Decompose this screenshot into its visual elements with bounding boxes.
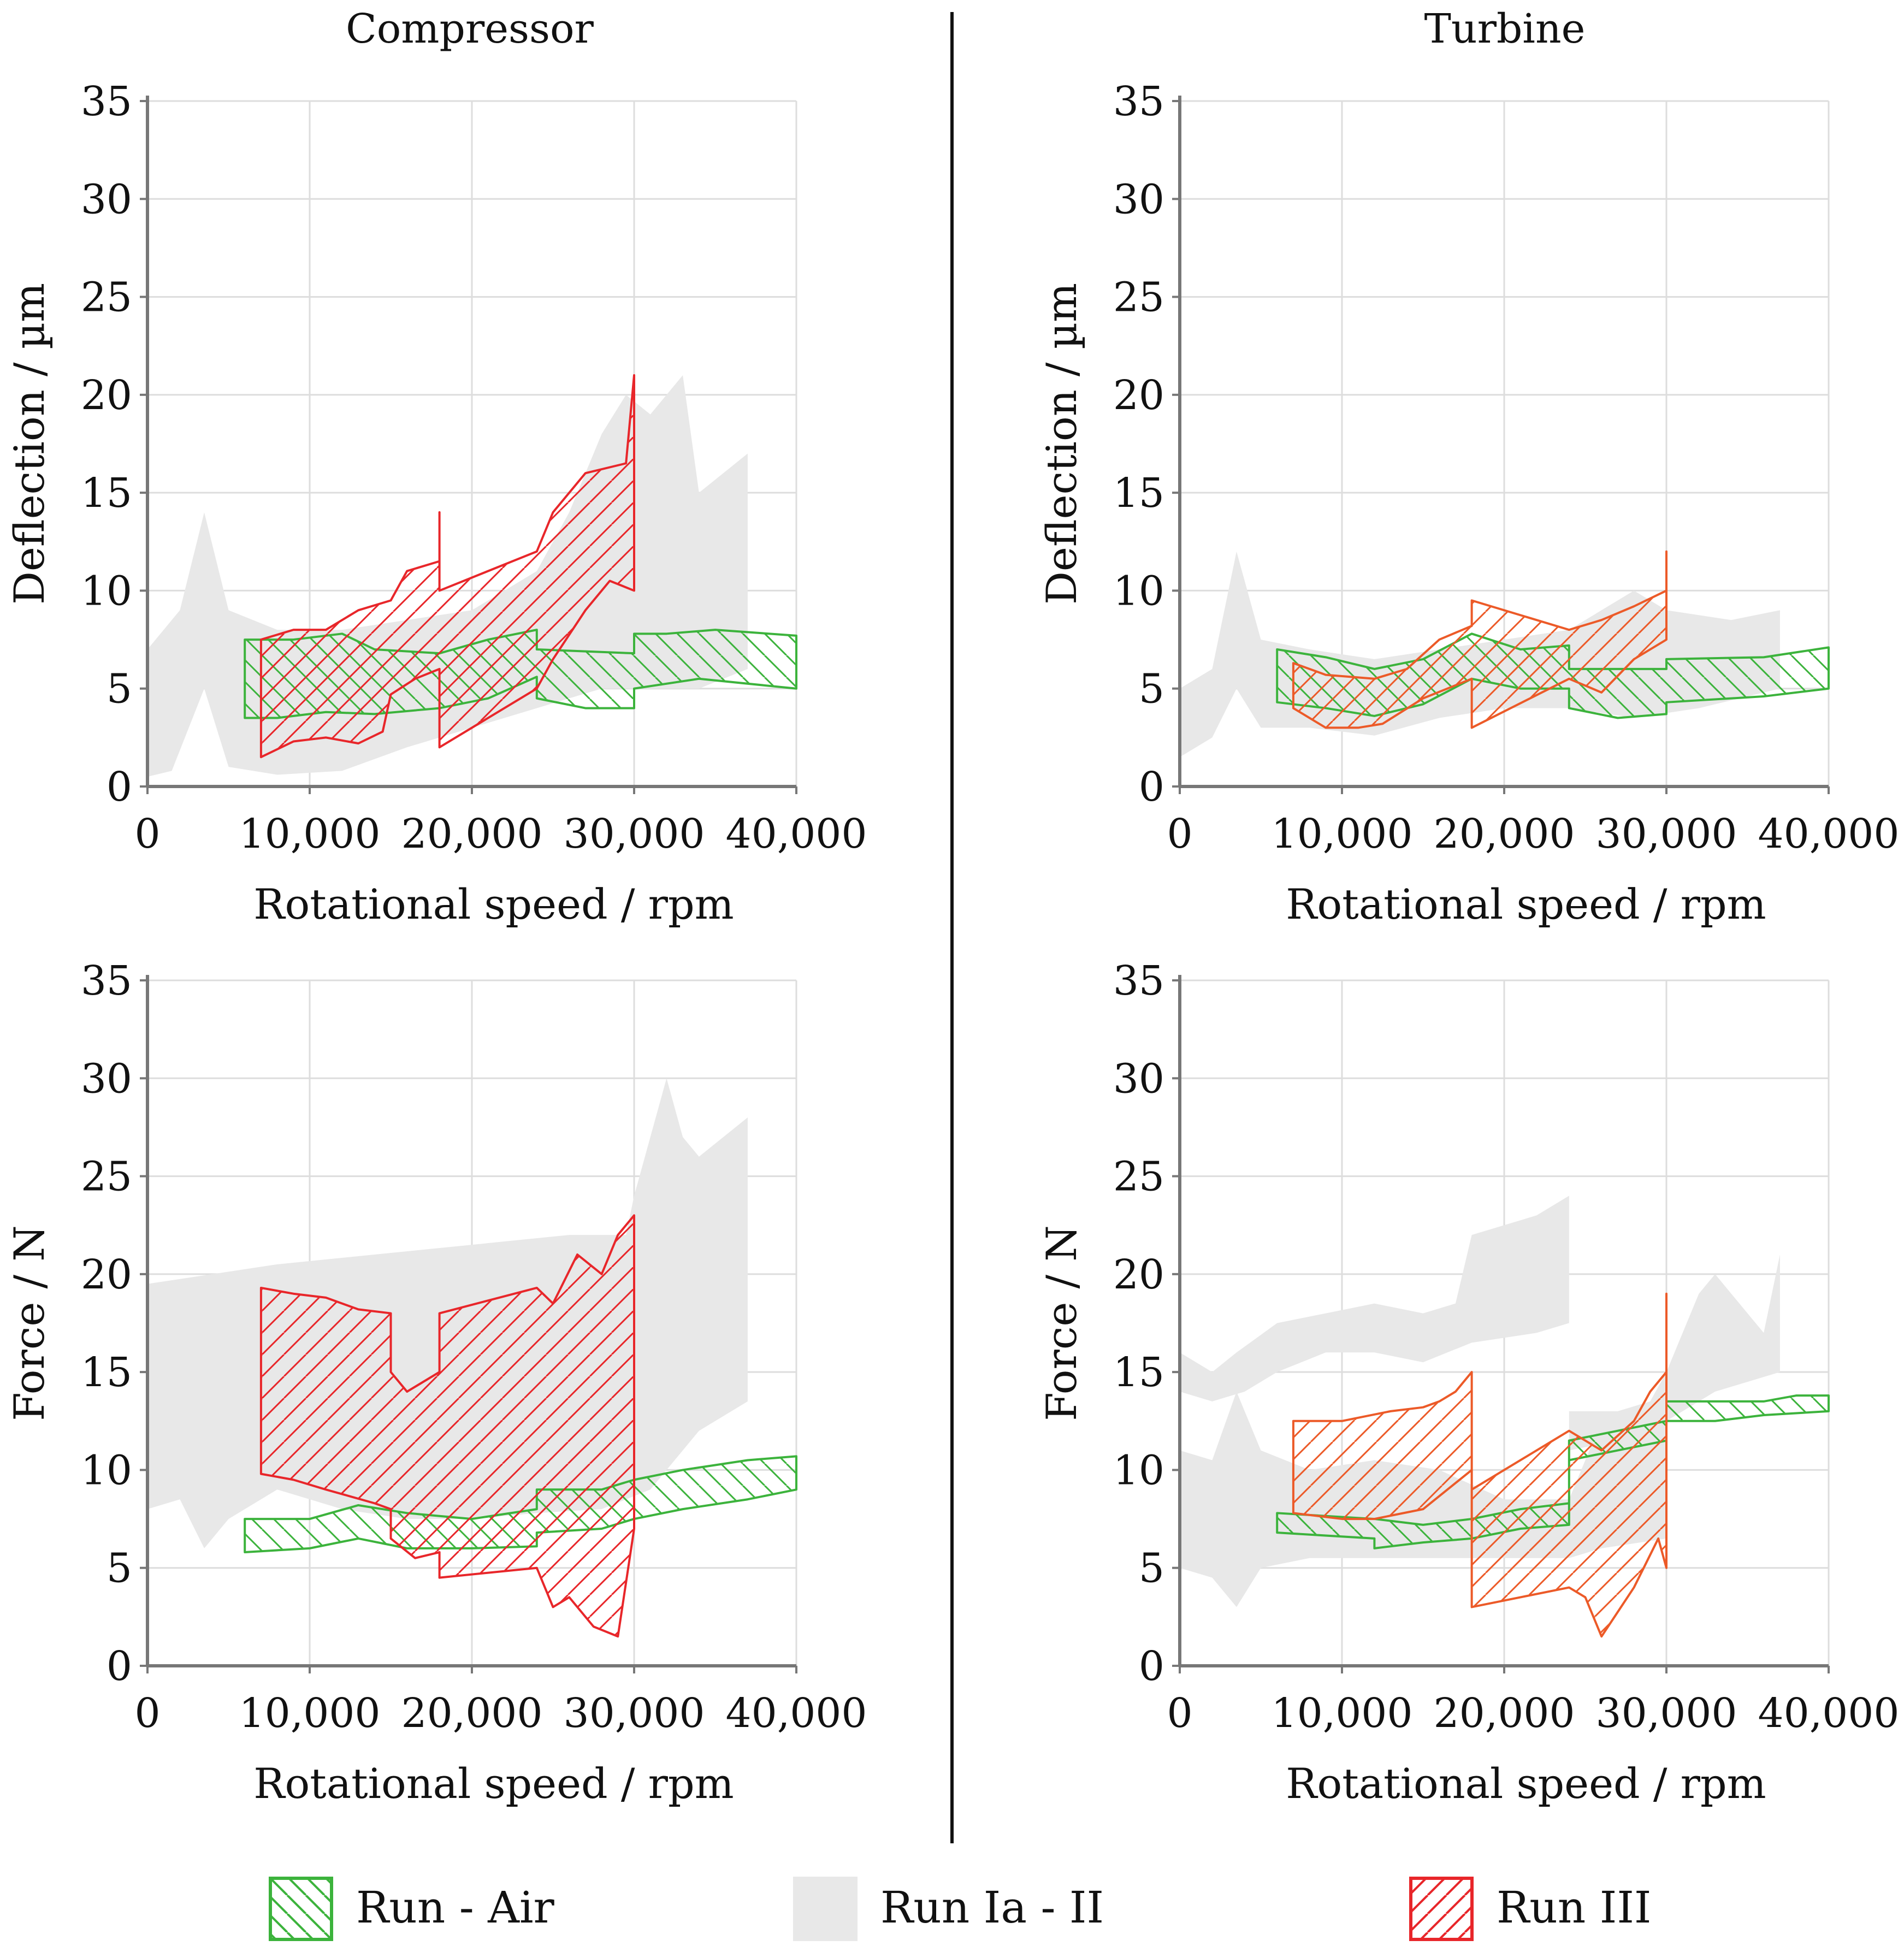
y-tick-label: 15 [81, 1349, 132, 1396]
y-tick-label: 30 [1113, 176, 1164, 223]
legend-item-air: Run - Air [269, 1877, 596, 1942]
x-axis-label: Rotational speed / rpm [253, 880, 734, 928]
x-tick-label: 20,000 [1434, 811, 1575, 857]
y-tick-label: 5 [107, 666, 132, 713]
y-tick-label: 35 [81, 78, 132, 125]
y-tick-label: 20 [81, 372, 132, 419]
x-tick-label: 10,000 [239, 811, 381, 857]
x-tick-label: 0 [134, 1690, 160, 1737]
legend-label-gray: Run Ia - II [880, 1882, 1104, 1933]
x-tick-label: 0 [1167, 811, 1192, 857]
y-tick-label: 10 [1113, 1447, 1164, 1494]
chart-turbine-force: 0 5 10 15 20 25 30 35 0 10,000 20,000 30,000 40,000 R… [1037, 957, 1899, 1808]
y-tick-label: 5 [1139, 1545, 1164, 1592]
y-tick-label: 10 [81, 567, 132, 614]
y-tick-label: 35 [1113, 957, 1164, 1004]
y-tick-label: 30 [81, 1055, 132, 1102]
x-tick-label: 30,000 [1596, 1690, 1737, 1737]
x-tick-label: 40,000 [726, 1690, 867, 1737]
x-tick-label: 40,000 [1758, 1690, 1900, 1737]
chart-compressor-deflection: 0 5 10 15 20 25 30 35 0 10,000 20,000 30,000 40,000 R… [5, 78, 867, 928]
y-tick-label: 30 [1113, 1055, 1164, 1102]
x-tick-label: 0 [1167, 1690, 1192, 1737]
y-tick-label: 15 [81, 470, 132, 517]
series-run-ia-ii [1180, 1117, 1780, 1451]
y-tick-label: 35 [81, 957, 132, 1004]
legend-label-air: Run - Air [356, 1882, 554, 1933]
series-run-iii [259, 1214, 635, 1638]
chart-turbine-deflection: 0 5 10 15 20 25 30 35 0 10,000 20,000 30,000 40,000 R… [1037, 78, 1899, 928]
legend-label-run3: Run III [1497, 1882, 1652, 1933]
x-tick-label: 30,000 [564, 811, 705, 857]
y-axis-label: Deflection / µm [1037, 283, 1086, 605]
x-tick-label: 40,000 [726, 811, 867, 857]
y-tick-label: 25 [81, 274, 132, 321]
x-tick-label: 20,000 [401, 811, 543, 857]
column-title-compressor: Compressor [346, 5, 594, 52]
x-tick-label: 30,000 [564, 1690, 705, 1737]
air-swatch-icon [269, 1877, 333, 1941]
legend-item-gray: Run Ia - II [793, 1877, 1175, 1942]
y-tick-label: 10 [81, 1447, 132, 1494]
column-title-turbine: Turbine [1424, 5, 1586, 52]
series-run-iii [1292, 1292, 1668, 1638]
y-tick-label: 20 [1113, 1251, 1164, 1298]
series-run-iii [1292, 550, 1668, 729]
x-tick-label: 20,000 [401, 1690, 543, 1737]
y-axis-label: Deflection / µm [5, 283, 54, 605]
y-tick-label: 25 [1113, 274, 1164, 321]
x-tick-label: 10,000 [1272, 1690, 1413, 1737]
y-tick-label: 25 [81, 1154, 132, 1200]
y-tick-label: 15 [1113, 1349, 1164, 1396]
x-tick-label: 0 [134, 811, 160, 857]
legend-item-run3: Run III [1409, 1877, 1737, 1942]
y-tick-label: 5 [107, 1545, 132, 1592]
y-axis-label: Force / N [5, 1225, 54, 1421]
gray-swatch-icon [793, 1877, 858, 1941]
y-tick-label: 10 [1113, 567, 1164, 614]
y-tick-label: 0 [1139, 1643, 1164, 1690]
x-axis-label: Rotational speed / rpm [1286, 880, 1766, 928]
x-axis-label: Rotational speed / rpm [253, 1759, 734, 1808]
run3-swatch-icon [1409, 1877, 1474, 1941]
x-tick-label: 30,000 [1596, 811, 1737, 857]
x-tick-label: 10,000 [239, 1690, 381, 1737]
y-tick-label: 35 [1113, 78, 1164, 125]
y-tick-label: 5 [1139, 666, 1164, 713]
y-tick-label: 0 [107, 1643, 132, 1690]
y-tick-label: 0 [1139, 764, 1164, 811]
y-tick-label: 20 [1113, 372, 1164, 419]
y-tick-label: 0 [107, 764, 132, 811]
chart-compressor-force: 0 5 10 15 20 25 30 35 0 10,000 20,000 30,000 40,000 R… [5, 957, 867, 1808]
y-tick-label: 15 [1113, 470, 1164, 517]
x-tick-label: 40,000 [1758, 811, 1900, 857]
x-tick-label: 10,000 [1272, 811, 1413, 857]
y-tick-label: 30 [81, 176, 132, 223]
y-tick-label: 20 [81, 1251, 132, 1298]
x-tick-label: 20,000 [1434, 1690, 1575, 1737]
x-axis-label: Rotational speed / rpm [1286, 1759, 1766, 1808]
y-tick-label: 25 [1113, 1154, 1164, 1200]
series-run-iii [259, 374, 635, 759]
y-axis-label: Force / N [1037, 1225, 1086, 1421]
